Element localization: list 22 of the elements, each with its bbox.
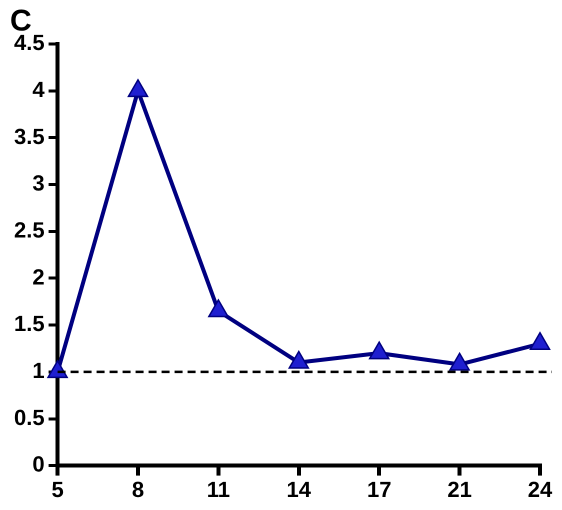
y-tick-label: 3.5: [14, 124, 45, 149]
x-tick-label: 5: [51, 476, 64, 502]
x-tick-label: 24: [528, 476, 553, 502]
y-tick-label: 4: [32, 76, 46, 102]
point: [128, 79, 148, 98]
x-tick-label: 8: [132, 476, 144, 502]
y-tick-label: 1.5: [14, 311, 45, 336]
y-tick-label: 2.5: [14, 217, 45, 242]
point: [530, 332, 550, 350]
y-tick-label: 3: [32, 170, 45, 196]
x-tick-label: 14: [286, 476, 312, 502]
y-tick-label: 0: [32, 452, 45, 477]
y-tick-label: 1: [32, 358, 45, 383]
y-tick-label: 0.5: [14, 404, 45, 430]
y-tick-label: 2: [32, 264, 45, 290]
point: [368, 341, 390, 360]
x-tick-label: 11: [206, 476, 230, 502]
point: [208, 299, 229, 318]
x-tick-label: 17: [366, 476, 392, 502]
point: [449, 352, 470, 371]
point: [288, 350, 310, 369]
x-tick-label: 21: [447, 476, 472, 502]
